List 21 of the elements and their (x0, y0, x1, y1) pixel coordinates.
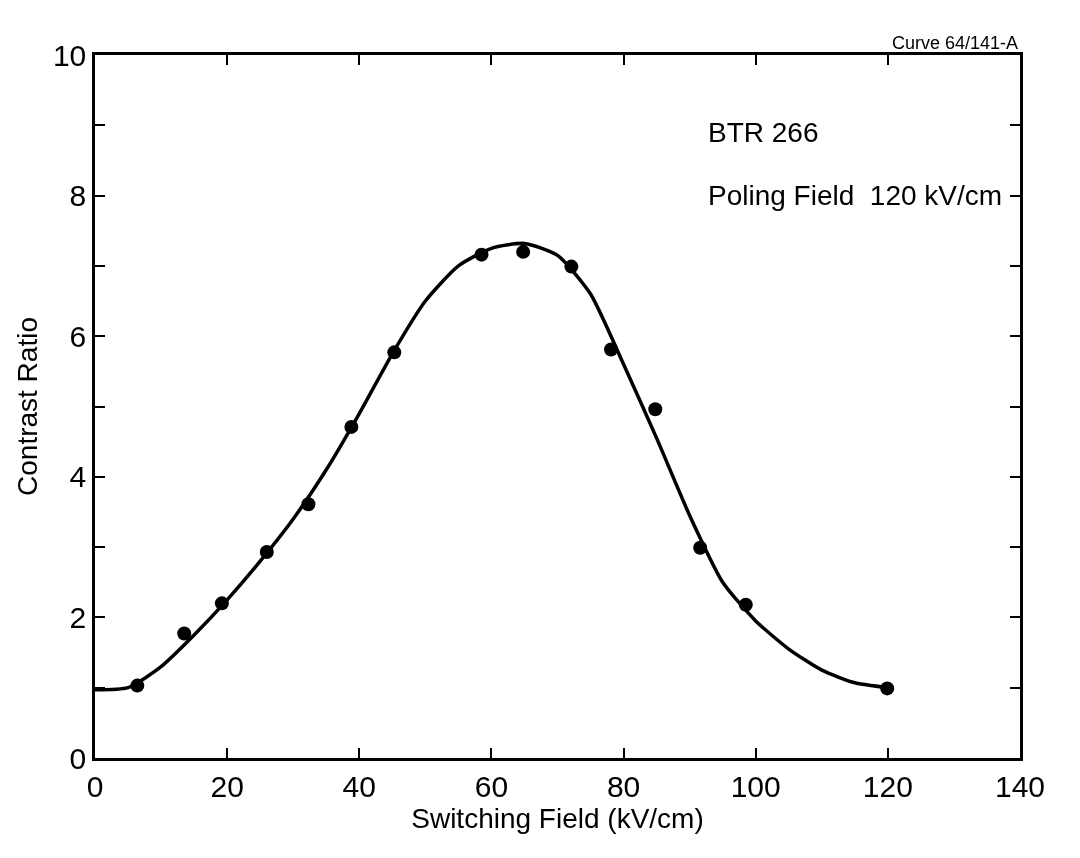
y-tick-label: 8 (69, 179, 87, 213)
y-tick-label: 6 (69, 319, 87, 353)
y-tick-label: 4 (69, 460, 87, 494)
y-tick-label: 10 (52, 38, 87, 72)
x-tick-label: 60 (474, 769, 509, 803)
annotation: BTR 266 (708, 117, 819, 148)
point (177, 626, 192, 641)
point (516, 244, 531, 259)
text: Curve 64/141-A (892, 33, 1019, 53)
x-tick-label: 140 (994, 769, 1046, 803)
annotation: Poling Field 120 kV/cm (708, 180, 1003, 211)
x-tick-label: 100 (730, 769, 781, 803)
y-axis-title: Contrast Ratio (11, 317, 43, 496)
x-tick-label: 20 (210, 769, 244, 803)
x-tick-label: 40 (342, 769, 376, 803)
y-tick-label: 0 (69, 741, 87, 775)
point (648, 402, 663, 417)
x-tick-label: 80 (606, 769, 641, 803)
x-axis-title: Switching Field (kV/cm) (411, 802, 704, 834)
x-tick-label: 120 (862, 769, 913, 803)
y-tick-label: 2 (69, 600, 87, 634)
